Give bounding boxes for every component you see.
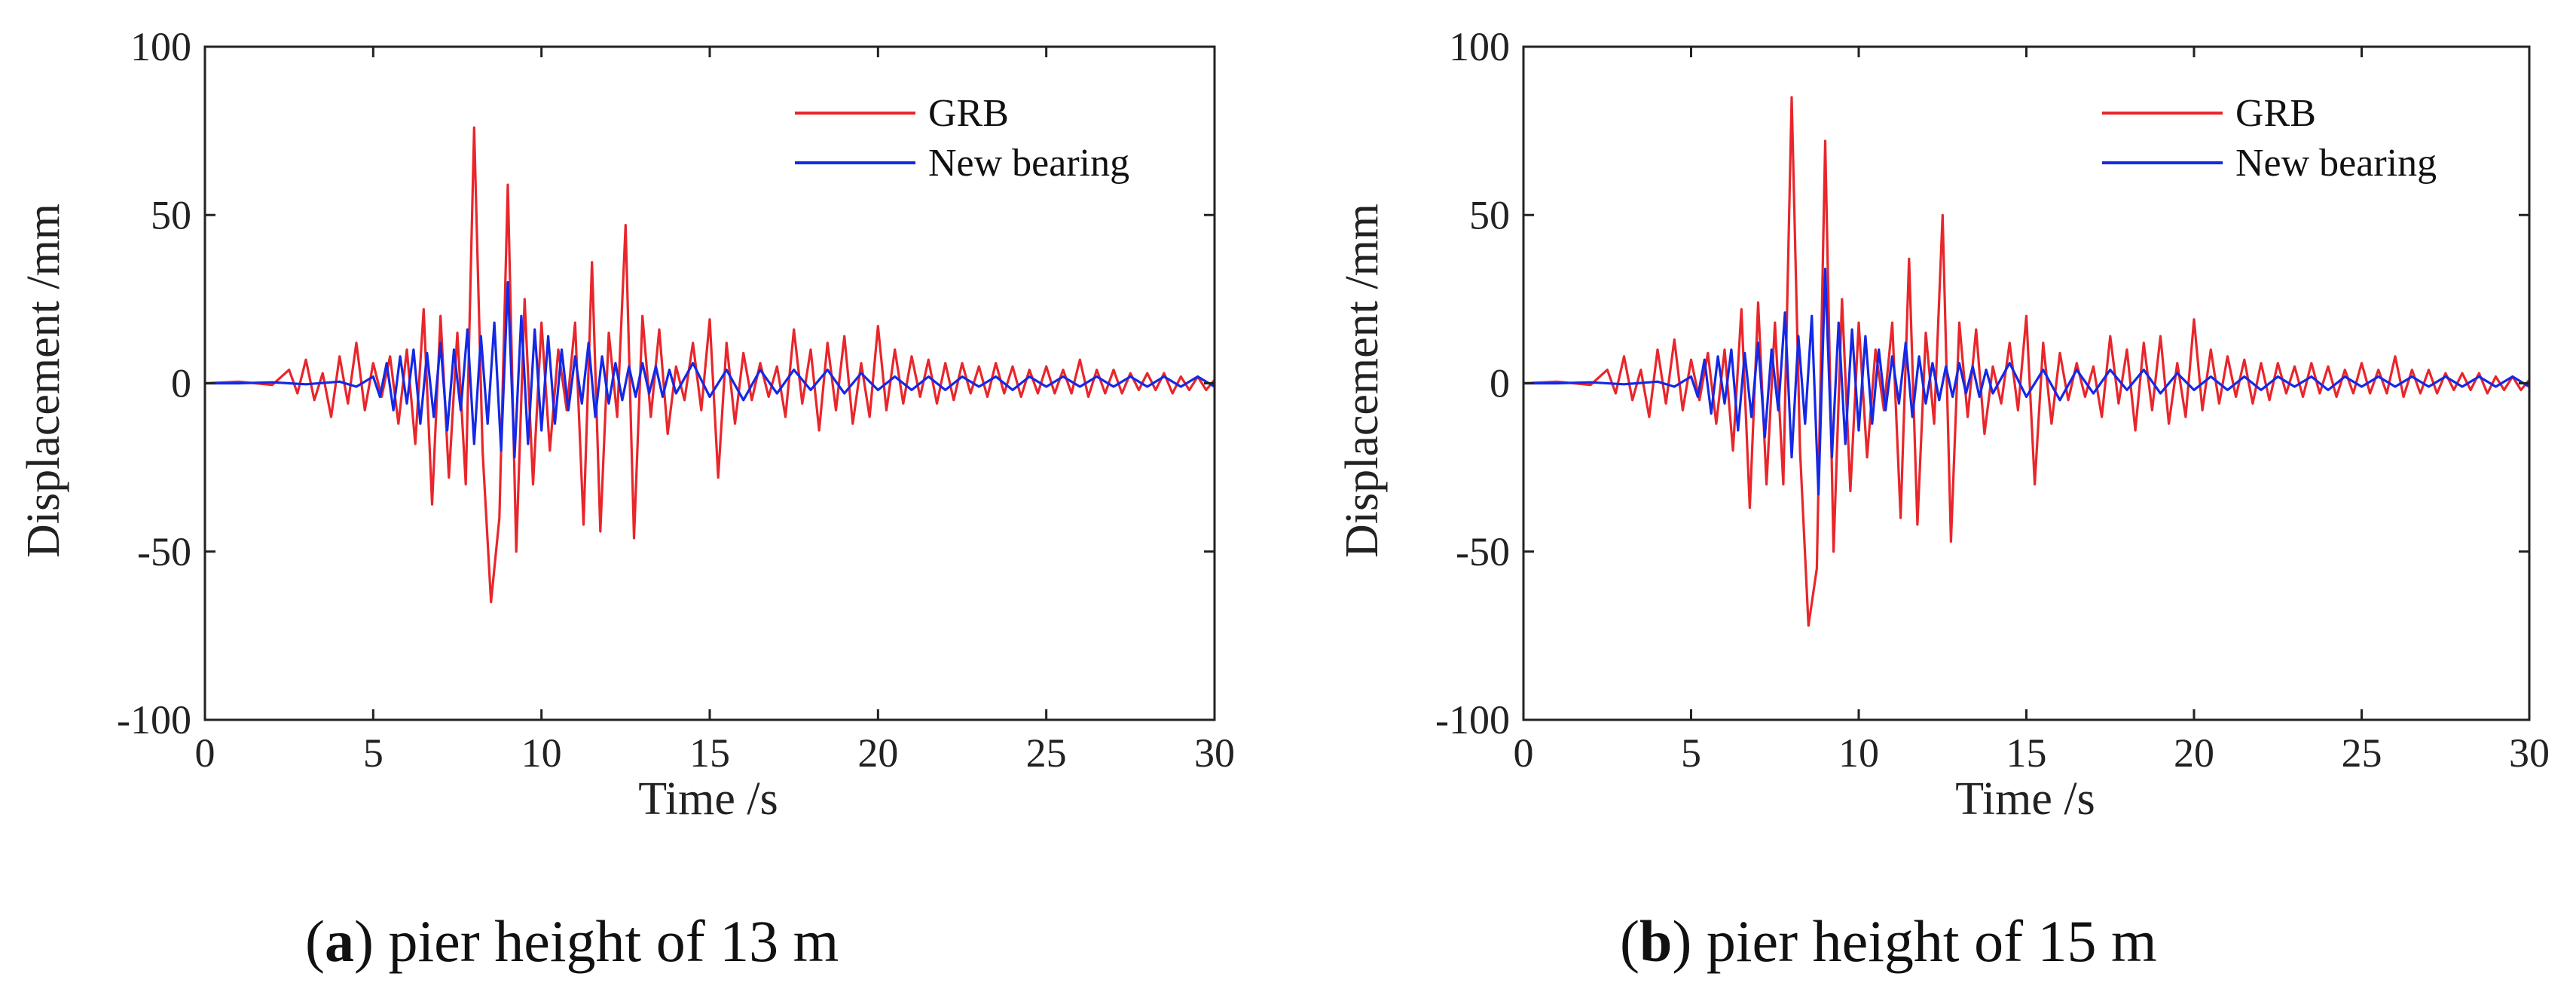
y-tick-label-b: 50: [1469, 192, 1510, 237]
chart-panel-a: 0 5 10 15 20 25 30 100 50 0 -50 -100 Time /s Displ…: [18, 24, 1235, 974]
y-tick-label-a: -50: [137, 529, 191, 574]
caption-a: (a) pier height of 13 m: [305, 908, 839, 974]
y-ticks-b: 100 50 0 -50 -100: [1435, 24, 2529, 742]
caption-letter-a: a: [325, 908, 354, 974]
x-axis-label-a: Time /s: [638, 773, 778, 825]
series-line-grb-a: [204, 126, 1216, 604]
y-tick-label-b: 100: [1449, 24, 1510, 69]
x-tick-label-b: 15: [2006, 730, 2047, 776]
y-tick-label-b: 0: [1490, 361, 1510, 406]
x-tick-label-a: 30: [1194, 730, 1235, 776]
legend-label-grb-b: GRB: [2235, 92, 2316, 135]
legend-label-new-bearing-b: New bearing: [2235, 142, 2437, 185]
legend-label-new-bearing-a: New bearing: [928, 142, 1129, 185]
y-axis-label-a: Displacement /mm: [18, 204, 69, 558]
caption-text-a: pier height of 13 m: [388, 908, 839, 974]
x-tick-label-b: 20: [2174, 730, 2214, 776]
series-line-grb-b: [1523, 96, 2531, 627]
x-tick-label-b: 10: [1838, 730, 1879, 776]
x-tick-label-a: 25: [1026, 730, 1067, 776]
x-tick-label-b: 30: [2509, 730, 2550, 776]
legend-a: GRB New bearing: [795, 92, 1129, 185]
y-tick-label-a: 100: [130, 24, 191, 69]
caption-text-b: pier height of 15 m: [1707, 908, 2157, 974]
series-line-new-bearing-a: [205, 280, 1215, 459]
x-tick-label-a: 15: [689, 730, 730, 776]
y-tick-label-b: -100: [1435, 697, 1510, 742]
y-tick-label-a: 0: [171, 361, 191, 406]
x-ticks-a: 0 5 10 15 20 25 30: [195, 47, 1235, 776]
x-ticks-b: 0 5 10 15 20 25 30: [1514, 47, 2550, 776]
series-line-new-bearing-b: [1523, 268, 2530, 496]
caption-letter-b: b: [1639, 908, 1672, 974]
legend-label-grb-a: GRB: [928, 92, 1009, 135]
y-tick-label-a: -100: [117, 697, 191, 742]
x-tick-label-b: 0: [1514, 730, 1534, 776]
chart-panel-b: 0 5 10 15 20 25 30 100 50 0 -50 -100 Time /s Displ…: [1337, 24, 2550, 974]
x-tick-label-a: 5: [363, 730, 383, 776]
x-axis-label-b: Time /s: [1955, 773, 2095, 825]
plot-area-b: [1523, 96, 2531, 627]
legend-b: GRB New bearing: [2102, 92, 2437, 185]
caption-b: (b) pier height of 15 m: [1620, 908, 2157, 974]
y-axis-label-b: Displacement /mm: [1337, 204, 1388, 558]
x-tick-label-b: 25: [2342, 730, 2382, 776]
y-tick-label-b: -50: [1456, 529, 1510, 574]
plot-area-a: [204, 126, 1216, 604]
x-tick-label-b: 5: [1681, 730, 1701, 776]
y-tick-label-a: 50: [151, 192, 191, 237]
x-tick-label-a: 0: [195, 730, 215, 776]
x-tick-label-a: 20: [857, 730, 898, 776]
y-ticks-a: 100 50 0 -50 -100: [117, 24, 1215, 742]
x-tick-label-a: 10: [521, 730, 562, 776]
